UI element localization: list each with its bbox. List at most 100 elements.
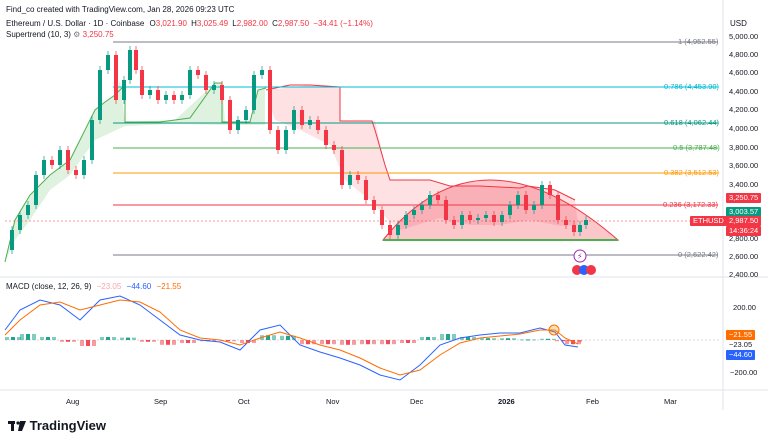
svg-text:⚡: ⚡ xyxy=(577,252,583,261)
macd-histogram-bar xyxy=(552,338,556,340)
macd-histogram-bar xyxy=(406,340,410,343)
macd-histogram-bar xyxy=(20,334,24,340)
macd-axis-label-top: 200.00 xyxy=(733,303,756,312)
macd-histogram-bar xyxy=(452,334,456,340)
candle-body xyxy=(114,55,118,100)
supertrend-legend[interactable]: Supertrend (10, 3) ⚙ 3,250.75 xyxy=(6,30,114,39)
settings-icon[interactable]: ⚙ xyxy=(73,30,81,39)
macd-histogram-bar xyxy=(106,337,110,340)
candle-body xyxy=(74,170,78,175)
ohlc-high-label: H xyxy=(191,19,197,28)
candle-body xyxy=(444,200,448,220)
candle-body xyxy=(540,185,544,205)
macd-histogram-bar xyxy=(252,340,256,343)
supertrend-up-line xyxy=(4,82,267,263)
macd-histogram-bar xyxy=(126,337,130,340)
candle-body xyxy=(148,90,152,95)
macd-histogram-bar xyxy=(146,340,150,342)
macd-histogram-bar xyxy=(300,340,304,345)
macd-histogram-bar xyxy=(112,337,116,340)
candle-body xyxy=(308,120,312,125)
symbol-legend[interactable]: Ethereum / U.S. Dollar · 1D · Coinbase O… xyxy=(6,19,373,28)
macd-histogram-bar xyxy=(532,339,536,341)
macd-line xyxy=(4,295,579,381)
candle-body xyxy=(524,195,528,210)
macd-histogram-bar xyxy=(440,334,444,340)
macd-histogram-bar xyxy=(392,340,396,345)
macd-histogram-bar xyxy=(578,340,582,342)
ohlc-low: 2,982.00 xyxy=(236,19,268,28)
supertrend-price-tag: 3,250.75 xyxy=(726,193,762,203)
supertrend-label: Supertrend (10, 3) xyxy=(6,30,71,39)
fib-level-label: 0.236 (3,172.33) xyxy=(663,200,719,209)
macd-histogram-bar xyxy=(180,340,184,343)
candle-body xyxy=(452,220,456,225)
macd-histogram-bar xyxy=(40,337,44,340)
macd-histogram-bar xyxy=(212,340,216,342)
candle-body xyxy=(58,150,62,165)
macd-histogram-bar xyxy=(446,334,450,340)
candle-body xyxy=(172,95,176,100)
fib-level-label: 0 (2,622.42) xyxy=(678,250,719,259)
candle-body xyxy=(156,90,160,100)
candle-body xyxy=(260,70,264,75)
candle-body xyxy=(572,225,576,232)
price-axis-label: 3,400.00 xyxy=(729,180,759,189)
candle-body xyxy=(584,220,588,225)
candle-body xyxy=(548,185,552,195)
supertrend-value: 3,250.75 xyxy=(82,30,114,39)
time-axis-label: 2026 xyxy=(498,397,515,406)
candle-body xyxy=(436,195,440,200)
macd-histogram-bar xyxy=(332,340,336,345)
macd-histogram-bar xyxy=(80,340,84,346)
price-axis-label: 4,200.00 xyxy=(729,105,759,114)
candle-body xyxy=(324,130,328,145)
macd-histogram-bar xyxy=(352,340,356,345)
price-axis-label: 5,000.00 xyxy=(729,32,759,41)
macd-histogram-bar xyxy=(480,338,484,340)
candle-body xyxy=(236,120,240,130)
candle-body xyxy=(332,145,336,150)
price-axis-label: 4,400.00 xyxy=(729,87,759,96)
macd-tag-macd: −44.60 xyxy=(726,350,756,360)
green-price-tag: 3,003.57 xyxy=(726,207,762,217)
fib-level-label: 1 (4,952.55) xyxy=(678,37,719,46)
candle-body xyxy=(18,215,22,230)
macd-histogram-bar xyxy=(72,340,76,342)
candle-body xyxy=(556,195,560,220)
candle-body xyxy=(42,160,46,175)
macd-histogram-bar xyxy=(32,334,36,340)
fib-level-label: 0.786 (4,453.90) xyxy=(664,82,720,91)
macd-tag-hist: −23.05 xyxy=(726,340,756,350)
candle-body xyxy=(180,95,184,100)
ohlc-open: 3,021.90 xyxy=(155,19,187,28)
macd-histogram-bar xyxy=(506,338,510,340)
macd-histogram-bar xyxy=(546,338,550,340)
ohlc-close-label: C xyxy=(272,19,278,28)
ohlc-low-label: L xyxy=(232,19,237,28)
candle-body xyxy=(468,215,472,220)
time-axis-label: Dec xyxy=(410,397,424,406)
price-axis-label: 3,600.00 xyxy=(729,161,759,170)
macd-histogram-bar xyxy=(132,337,136,340)
rounding-top-pattern xyxy=(381,179,620,241)
tradingview-logo[interactable]: TradingView xyxy=(8,418,106,433)
candle-body xyxy=(276,130,280,150)
ohlc-open-label: O xyxy=(149,19,156,28)
candle-body xyxy=(396,225,400,235)
macd-histogram-bar xyxy=(86,340,90,346)
macd-histogram-bar xyxy=(26,334,30,340)
macd-value-2: −44.60 xyxy=(126,282,152,291)
macd-histogram-bar xyxy=(340,340,344,345)
macd-legend[interactable]: MACD (close, 12, 26, 9) −23.05 −44.60 −2… xyxy=(6,282,181,291)
last-price-tag: 2,987.50 xyxy=(726,216,762,226)
macd-histogram-bar xyxy=(360,340,364,345)
macd-axis-label-bottom: −200.00 xyxy=(730,368,758,377)
candle-body xyxy=(128,50,132,80)
candle-body xyxy=(10,230,14,250)
candle-body xyxy=(164,95,168,100)
macd-histogram-bar xyxy=(577,340,581,345)
macd-label: MACD (close, 12, 26, 9) xyxy=(6,282,92,291)
macd-histogram-bar xyxy=(420,337,424,340)
